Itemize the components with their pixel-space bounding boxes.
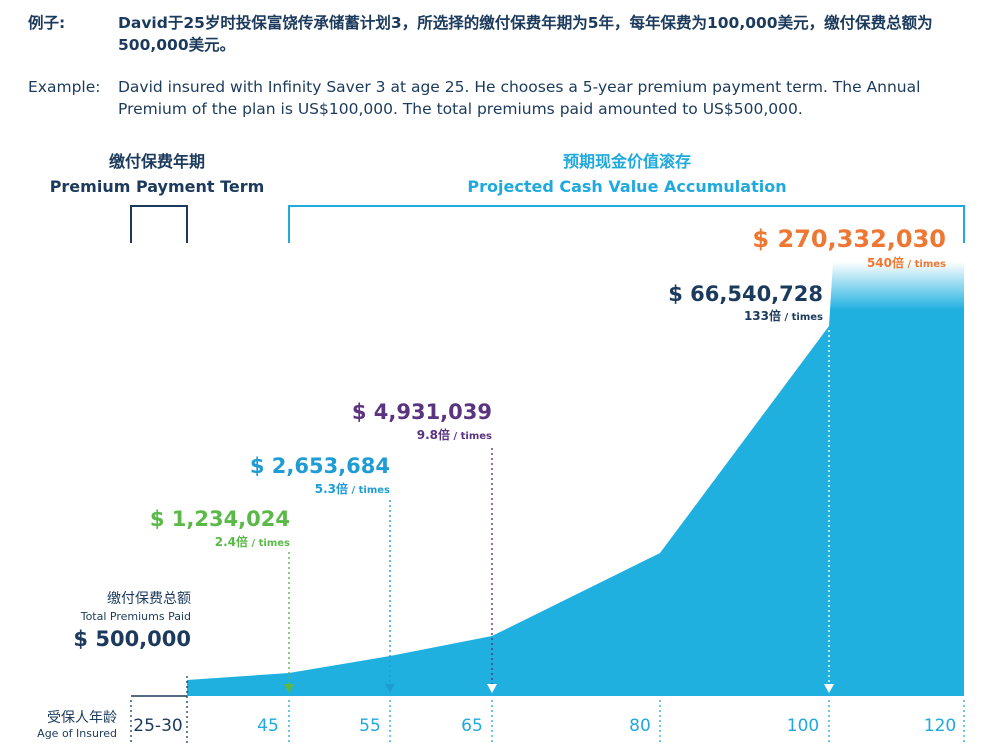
x-tick-label: 45 [257,716,279,736]
callout-multiple-unit: / times [450,431,492,442]
x-axis: 受保人年龄 Age of Insured 25-30 45 55 65 80 100 120 [37,676,965,745]
total-premiums-value: $ 500,000 [73,627,191,651]
x-tick-label: 55 [359,716,381,736]
total-premiums: 缴付保费总额 Total Premiums Paid $ 500,000 [73,591,191,651]
callout-multiple-unit: / times [904,259,946,270]
callout-multiple-value: 5.3倍 [315,481,348,496]
cash-value-area [187,262,965,696]
x-tick-label: 120 [924,716,956,736]
x-axis-title-zh: 受保人年龄 [47,710,117,726]
callout-multiple: 2.4倍 / times [215,534,290,549]
term-bracket-line [130,205,188,243]
callout-multiple-unit: / times [781,312,823,323]
accumulation-bracket-line [288,205,965,243]
callout-arrow [385,684,395,693]
accumulation-bracket: 预期现金价值滚存 Projected Cash Value Accumulati… [288,152,965,243]
term-bracket-en: Premium Payment Term [50,177,265,196]
intro-en-text: David insured with Infinity Saver 3 at a… [118,78,921,118]
callout-multiple: 540倍 / times [867,255,946,270]
callout-arrow [824,684,834,693]
intro-zh-text: David于25岁时投保富饶传承储蓄计划3，所选择的缴付保费年期为5年，每年保费… [118,14,933,54]
callout-multiple: 5.3倍 / times [315,481,390,496]
callout-multiple-unit: / times [248,538,290,549]
callout-multiple-value: 133倍 [744,308,781,323]
callout-value: $ 270,332,030 [752,225,946,253]
total-premiums-en: Total Premiums Paid [80,610,191,623]
callout-arrow [284,684,294,693]
callout-value: $ 66,540,728 [668,282,823,306]
x-axis-ticks: 25-30 45 55 65 80 100 120 [130,676,965,745]
x-axis-title-en: Age of Insured [37,727,117,740]
callout-value: $ 1,234,024 [150,507,290,531]
cash-value-area-shape [187,262,964,696]
accumulation-bracket-en: Projected Cash Value Accumulation [467,177,786,196]
term-bracket-zh: 缴付保费年期 [109,152,205,171]
callout-multiple-value: 2.4倍 [215,534,248,549]
callout-value: $ 2,653,684 [250,454,390,478]
value-callouts: $ 1,234,024 2.4倍 / times $ 2,653,684 5.3倍 /… [150,225,946,693]
x-tick-label: 65 [461,716,483,736]
callout-arrow [487,684,497,693]
callout-multiple-value: 9.8倍 [417,427,450,442]
callout-multiple-value: 540倍 [867,255,904,270]
intro-zh-label: 例子: [28,14,66,32]
x-tick-label: 25-30 [133,716,182,736]
x-tick-label: 80 [629,716,651,736]
callout-multiple-unit: / times [348,485,390,496]
term-bracket: 缴付保费年期 Premium Payment Term [50,152,265,243]
x-tick-label: 100 [787,716,819,736]
callout-value: $ 4,931,039 [352,400,492,424]
total-premiums-zh: 缴付保费总额 [107,591,191,607]
callout-multiple: 133倍 / times [744,308,823,323]
intro-en-label: Example: [28,78,101,96]
area-top-fade [830,262,965,310]
callout-multiple: 9.8倍 / times [417,427,492,442]
accumulation-bracket-zh: 预期现金价值滚存 [563,152,691,171]
